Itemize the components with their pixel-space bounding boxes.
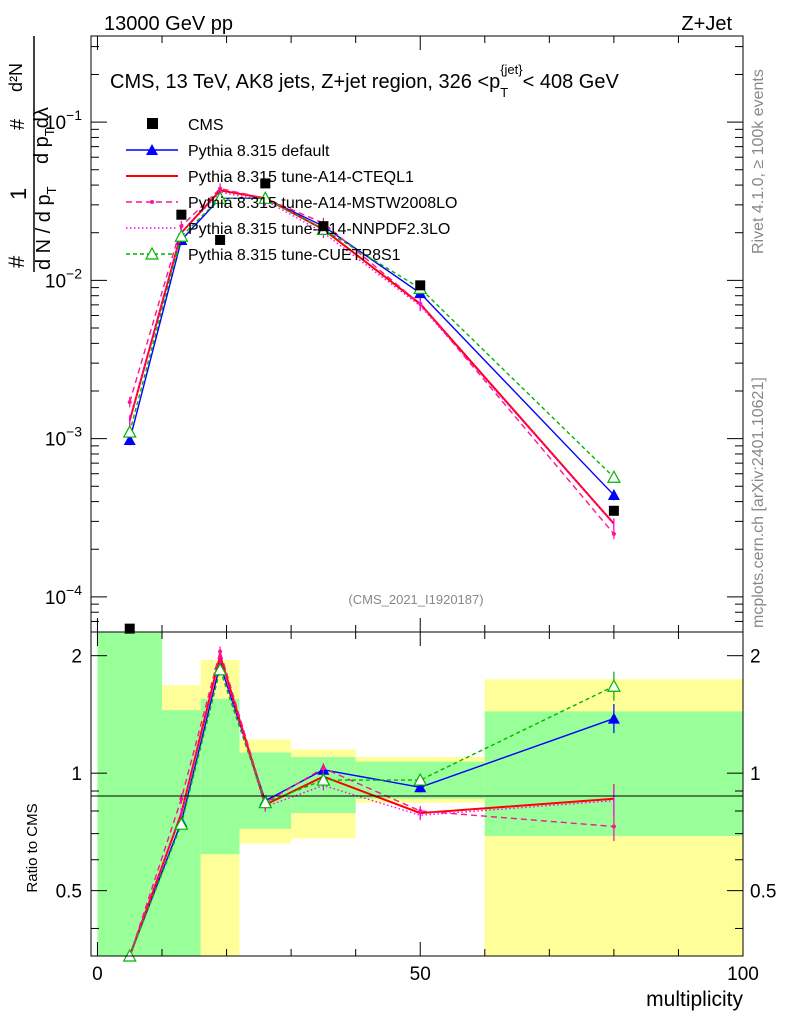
ratio-marker-pythia-8-315-tune-cuetp8s1-4 bbox=[316, 772, 331, 786]
chart-title-sub: T bbox=[500, 85, 508, 100]
main-line-pythia-8-315-tune-a14-mstw2008lo bbox=[129, 187, 615, 535]
main-marker-pythia-8-315-tune-cuetp8s1-3 bbox=[258, 191, 273, 204]
ratio-axis-label: Ratio to CMS bbox=[24, 803, 41, 892]
cms-point-6 bbox=[608, 505, 619, 516]
x-tick-label-50: 50 bbox=[410, 964, 431, 985]
y-label-den-tail: dλ bbox=[31, 107, 53, 128]
main-marker-pythia-8-315-tune-cuetp8s1-2 bbox=[213, 191, 228, 204]
cms-point-2 bbox=[215, 234, 226, 245]
ratio-tick-label-2: 2 bbox=[71, 647, 82, 668]
y-tick-label-0: 10−4 bbox=[45, 582, 82, 609]
y-label-d2n: d²N bbox=[6, 63, 26, 92]
cms-point-5 bbox=[415, 280, 426, 291]
ratio-marker-pythia-8-315-tune-a14-mstw2008lo-2 bbox=[218, 649, 223, 654]
header-process: Z+Jet bbox=[681, 13, 732, 35]
ratio-tick-label-1: 1 bbox=[71, 764, 82, 785]
y-tick-label-2: 10−2 bbox=[45, 265, 82, 292]
green-band-3 bbox=[239, 752, 292, 829]
chart-title-main: CMS, 13 TeV, AK8 jets, Z+jet region, 326… bbox=[110, 71, 500, 93]
main-marker-pythia-8-315-tune-cuetp8s1-0 bbox=[122, 424, 137, 438]
axis-tick-labels: 0 50 100 10−4 10−3 10−2 10−1 0.5 0.5 1 1 2 2 bbox=[45, 107, 777, 985]
cms-point-1 bbox=[176, 209, 187, 220]
cms-data-points bbox=[124, 178, 619, 634]
legend-label-pythia-8-315-tune-a14-cteql1: Pythia 8.315 tune-A14-CTEQL1 bbox=[188, 169, 414, 186]
rivet-label: Rivet 4.1.0, ≥ 100k events bbox=[750, 69, 767, 254]
legend-marker-pythia-8-315-default bbox=[146, 144, 158, 155]
ratio-marker-pythia-8-315-default-5 bbox=[414, 781, 427, 793]
y-label-one: 1 bbox=[6, 188, 31, 200]
main-line-pythia-8-315-default bbox=[129, 197, 615, 496]
y-tick-label-3: 10−1 bbox=[45, 107, 82, 134]
main-line-pythia-8-315-tune-a14-cteql1 bbox=[128, 189, 615, 525]
x-tick-label-0: 0 bbox=[92, 964, 103, 985]
legend-label-cms: CMS bbox=[188, 117, 224, 134]
green-band-2 bbox=[200, 698, 240, 855]
green-band-1 bbox=[162, 710, 201, 956]
main-line-pythia-8-315-tune-cuetp8s1 bbox=[129, 197, 615, 478]
main-marker-pythia-8-315-tune-a14-mstw2008lo-0 bbox=[127, 400, 132, 405]
legend-label-pythia-8-315-tune-a14-mstw2008lo: Pythia 8.315 tune-A14-MSTW2008LO bbox=[188, 195, 457, 212]
header-energy: 13000 GeV pp bbox=[104, 13, 233, 35]
legend-marker-pythia-8-315-tune-a14-mstw2008lo bbox=[150, 200, 154, 204]
y-label-mid-hash: # bbox=[7, 118, 29, 130]
ratio-tick-label-right-0.5: 0.5 bbox=[750, 882, 776, 903]
legend-label-pythia-8-315-default: Pythia 8.315 default bbox=[188, 143, 330, 160]
legend-label-pythia-8-315-tune-a14-nnpdf2-3lo: Pythia 8.315 tune-A14-NNPDF2.3LO bbox=[188, 221, 450, 238]
y-axis-label: # 1 d N / d pT # d pTdλ d²N bbox=[4, 36, 59, 272]
y-tick-label-1: 10−3 bbox=[45, 424, 82, 451]
legend-marker-pythia-8-315-tune-cuetp8s1 bbox=[144, 246, 160, 260]
ratio-frame bbox=[90, 631, 744, 957]
y-label-dn: d N / d p bbox=[33, 194, 55, 270]
ratio-series-lines bbox=[122, 646, 621, 962]
ratio-marker-pythia-8-315-tune-cuetp8s1-6 bbox=[606, 678, 621, 692]
legend-label-pythia-8-315-tune-cuetp8s1: Pythia 8.315 tune-CUETP8S1 bbox=[188, 247, 401, 264]
main-marker-pythia-8-315-default-6 bbox=[607, 489, 620, 501]
y-label-bottom: d N / d pT bbox=[33, 186, 59, 270]
cms-point-4 bbox=[318, 221, 329, 232]
main-marker-pythia-8-315-tune-cuetp8s1-1 bbox=[174, 228, 189, 242]
x-axis-label: multiplicity bbox=[646, 988, 743, 1011]
ratio-uncertainty-bands bbox=[97, 632, 743, 956]
ratio-marker-pythia-8-315-tune-a14-mstw2008lo-6 bbox=[611, 824, 616, 829]
ratio-marker-pythia-8-315-tune-a14-mstw2008lo-4 bbox=[321, 766, 326, 771]
ratio-marker-pythia-8-315-tune-a14-mstw2008lo-1 bbox=[179, 796, 184, 801]
ratio-marker-pythia-8-315-tune-cuetp8s1-3 bbox=[258, 795, 273, 809]
chart-title-sup: {jet} bbox=[500, 62, 523, 77]
ratio-marker-pythia-8-315-tune-cuetp8s1-5 bbox=[413, 772, 428, 786]
y-label-den: d pTdλ bbox=[31, 107, 57, 164]
main-marker-pythia-8-315-tune-a14-mstw2008lo-1 bbox=[179, 224, 184, 229]
ratio-tick-label-0.5: 0.5 bbox=[56, 882, 82, 903]
y-label-dn-sub: T bbox=[44, 186, 59, 194]
main-line-pythia-8-315-tune-a14-nnpdf2-3lo bbox=[129, 191, 615, 525]
chart-title-tail: < 408 GeV bbox=[523, 71, 620, 93]
y-label-den-dp: d p bbox=[31, 136, 53, 164]
axis-ticks bbox=[91, 36, 744, 956]
ratio-tick-label-right-1: 1 bbox=[750, 764, 761, 785]
chart-title: CMS, 13 TeV, AK8 jets, Z+jet region, 326… bbox=[110, 62, 619, 100]
main-marker-pythia-8-315-default-0 bbox=[123, 434, 136, 446]
green-band-0 bbox=[97, 632, 163, 956]
ratio-tick-label-right-2: 2 bbox=[750, 647, 761, 668]
main-marker-pythia-8-315-tune-a14-mstw2008lo-6 bbox=[611, 531, 616, 536]
ratio-marker-pythia-8-315-default-6 bbox=[607, 712, 620, 724]
y-label-den-sub: T bbox=[42, 128, 57, 136]
ratio-marker-pythia-8-315-tune-cuetp8s1-1 bbox=[174, 816, 189, 830]
legend-marker-cms bbox=[147, 118, 158, 129]
cms-point-0 bbox=[124, 623, 135, 634]
y-label-hash: # bbox=[4, 255, 29, 268]
x-tick-label-100: 100 bbox=[727, 964, 759, 985]
legend: CMS Pythia 8.315 default Pythia 8.315 tune… bbox=[126, 117, 457, 264]
main-marker-pythia-8-315-tune-cuetp8s1-6 bbox=[606, 470, 621, 483]
analysis-id: (CMS_2021_I1920187) bbox=[348, 592, 483, 607]
ratio-marker-pythia-8-315-tune-cuetp8s1-2 bbox=[213, 662, 228, 676]
mcplots-label: mcplots.cern.ch [arXiv:2401.10621] bbox=[750, 377, 767, 628]
cms-point-3 bbox=[260, 178, 271, 189]
